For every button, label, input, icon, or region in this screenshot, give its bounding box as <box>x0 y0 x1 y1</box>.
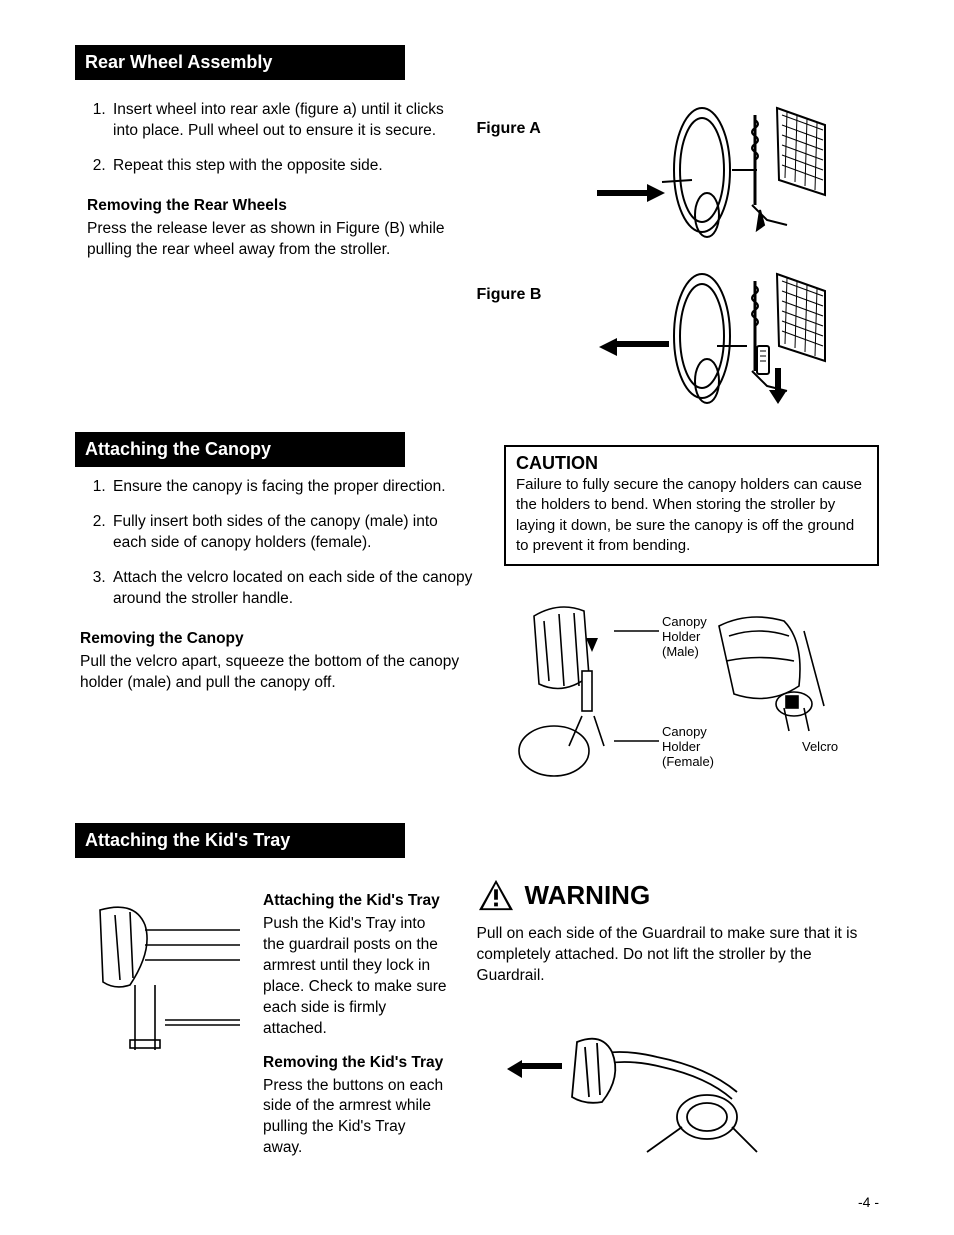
canopy-step-2: Fully insert both sides of the canopy (m… <box>110 512 474 554</box>
caution-text: Failure to fully secure the canopy holde… <box>516 475 867 556</box>
attaching-tray-head: Attaching the Kid's Tray <box>263 892 447 910</box>
warning-title: WARNING <box>525 880 651 911</box>
rear-wheel-text-col: Insert wheel into rear axle (figure a) u… <box>75 100 447 432</box>
warning-illustration <box>507 1007 767 1167</box>
figure-a-label: Figure A <box>477 100 557 138</box>
tray-row: Attaching the Kid's Tray Push the Kid's … <box>75 878 879 1173</box>
figure-a-block: Figure A <box>477 100 879 240</box>
removing-canopy-text: Pull the velcro apart, squeeze the botto… <box>80 652 474 694</box>
page-number: -4 - <box>858 1194 879 1210</box>
rear-wheel-step-2: Repeat this step with the opposite side. <box>110 156 447 177</box>
removing-rear-wheels-text: Press the release lever as shown in Figu… <box>87 219 447 261</box>
warning-text: Pull on each side of the Guardrail to ma… <box>477 924 879 987</box>
caution-title: CAUTION <box>516 453 867 474</box>
canopy-step-1: Ensure the canopy is facing the proper d… <box>110 477 474 498</box>
canopy-male-label: Canopy <box>662 614 707 629</box>
velcro-label: Velcro <box>802 739 838 754</box>
svg-text:Holder: Holder <box>662 739 701 754</box>
canopy-row: Ensure the canopy is facing the proper d… <box>75 477 879 801</box>
removing-rear-wheels-head: Removing the Rear Wheels <box>87 197 447 215</box>
rear-wheel-figure-col: Figure A <box>477 100 879 432</box>
svg-text:(Female): (Female) <box>662 754 714 769</box>
canopy-illustration: Canopy Holder (Male) Canopy Holder (Fema… <box>504 586 844 796</box>
rear-wheel-row: Insert wheel into rear axle (figure a) u… <box>75 100 879 432</box>
canopy-header: Attaching the Canopy <box>75 432 405 467</box>
rear-wheel-header: Rear Wheel Assembly <box>75 45 405 80</box>
svg-text:(Male): (Male) <box>662 644 699 659</box>
page: Rear Wheel Assembly Insert wheel into re… <box>0 0 954 1235</box>
canopy-right-col: CAUTION Failure to fully secure the cano… <box>504 445 879 801</box>
caution-box: CAUTION Failure to fully secure the cano… <box>504 445 879 566</box>
removing-tray-text: Press the buttons on each side of the ar… <box>263 1076 447 1160</box>
rear-wheel-step-1: Insert wheel into rear axle (figure a) u… <box>110 100 447 142</box>
canopy-female-label: Canopy <box>662 724 707 739</box>
removing-tray-head: Removing the Kid's Tray <box>263 1054 447 1072</box>
warning-col: WARNING Pull on each side of the Guardra… <box>477 878 879 1173</box>
tray-header: Attaching the Kid's Tray <box>75 823 405 858</box>
canopy-step-3: Attach the velcro located on each side o… <box>110 568 474 610</box>
rear-wheel-steps: Insert wheel into rear axle (figure a) u… <box>90 100 447 177</box>
attaching-tray-text: Push the Kid's Tray into the guardrail p… <box>263 914 447 1040</box>
removing-canopy-head: Removing the Canopy <box>80 630 474 648</box>
warning-icon <box>477 878 515 912</box>
tray-left-col: Attaching the Kid's Tray Push the Kid's … <box>75 878 447 1173</box>
figure-b-label: Figure B <box>477 266 557 304</box>
figure-a-illustration <box>557 100 827 240</box>
canopy-steps: Ensure the canopy is facing the proper d… <box>90 477 474 610</box>
tray-illustration <box>75 890 245 1060</box>
figure-b-illustration <box>557 266 827 406</box>
tray-text-block: Attaching the Kid's Tray Push the Kid's … <box>263 878 447 1173</box>
svg-text:Holder: Holder <box>662 629 701 644</box>
figure-b-block: Figure B <box>477 266 879 406</box>
canopy-text-col: Ensure the canopy is facing the proper d… <box>75 477 474 801</box>
warning-header: WARNING <box>477 878 879 912</box>
